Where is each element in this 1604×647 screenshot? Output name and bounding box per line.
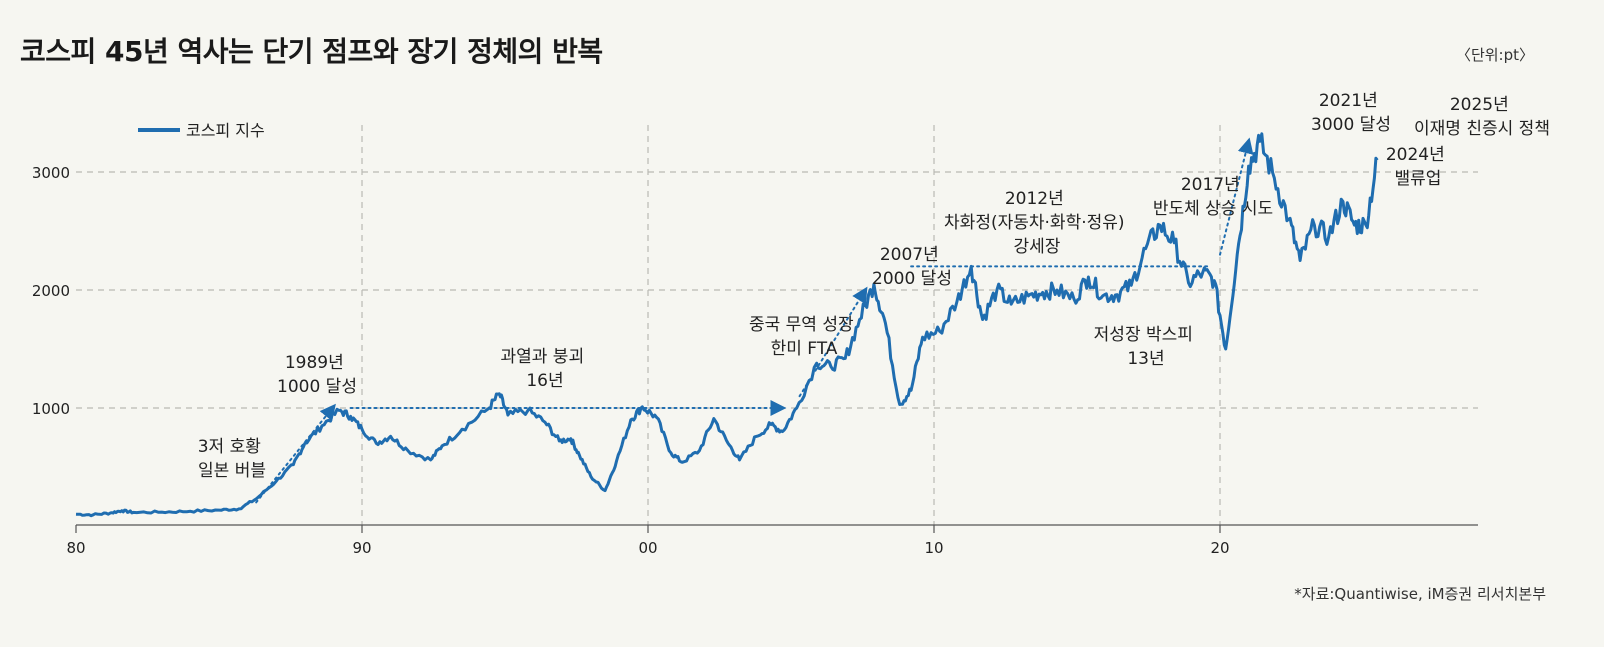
chart-title: 코스피 45년 역사는 단기 점프와 장기 정체의 반복 [20,35,603,68]
unit-label: 〈단위:pt〉 [1455,46,1534,64]
annotation-boom-bust: 과열과 붕괴 16년 [500,347,589,391]
annotation-2012: 2012년 차화정(자동차·화학·정유) 강세장 [944,189,1130,257]
annotation-2025-line2: 이재명 친증시 정책 [1414,119,1550,139]
kospi-series-line [75,132,1379,518]
guide-line-5 [1219,137,1254,256]
annotation-2017-line2: 반도체 상승 시도 [1153,199,1273,219]
annotation-2007-line2: 2000 달성 [872,269,952,289]
annotation-china-fta-line2: 한미 FTA [771,339,838,359]
annotation-boxpi-line1: 저성장 박스피 [1094,325,1193,345]
annotation-2024-line1: 2024년 [1386,145,1445,165]
annotation-china-fta: 중국 무역 성장 한미 FTA [749,315,859,359]
x-tick-label-10: 10 [924,539,943,557]
annotation-2024: 2024년 밸류업 [1386,145,1450,189]
legend: 코스피 지수 [138,121,265,140]
x-tick-label-20: 20 [1210,539,1229,557]
y-tick-label-3000: 3000 [32,164,70,182]
annotation-boxpi-line2: 13년 [1127,349,1164,369]
annotation-3low: 3저 호황 일본 버블 [198,437,267,481]
annotation-2017-line1: 2017년 [1181,175,1240,195]
annotation-china-fta-line1: 중국 무역 성장 [749,315,854,335]
y-tick-label-2000: 2000 [32,282,70,300]
annotation-3low-line1: 3저 호황 [198,437,261,457]
y-tick-label-1000: 1000 [32,400,70,418]
annotation-boxpi: 저성장 박스피 13년 [1094,325,1199,369]
legend-label: 코스피 지수 [186,121,265,140]
annotation-2012-line2: 차화정(자동차·화학·정유) [944,213,1124,233]
annotation-1989-line2: 1000 달성 [277,377,357,397]
annotation-2021: 2021년 3000 달성 [1311,91,1391,135]
annotation-2025: 2025년 이재명 친증시 정책 [1414,95,1550,139]
annotation-boom-bust-line1: 과열과 붕괴 [500,347,584,367]
annotation-2021-line1: 2021년 [1319,91,1378,111]
annotation-2025-line1: 2025년 [1450,95,1509,115]
annotation-1989-line1: 1989년 [285,353,344,373]
x-tick-label-90: 90 [352,539,371,557]
x-tick-label-00: 00 [638,539,657,557]
annotation-2021-line2: 3000 달성 [1311,115,1391,135]
x-tick-label-80: 80 [66,539,85,557]
annotation-boom-bust-line2: 16년 [526,371,563,391]
annotation-2012-line3: 강세장 [1014,237,1061,257]
annotation-2017: 2017년 반도체 상승 시도 [1153,175,1273,219]
annotation-1989: 1989년 1000 달성 [277,353,357,397]
annotation-2012-line1: 2012년 [1005,189,1064,209]
annotation-2007: 2007년 2000 달성 [872,245,952,289]
source-note: *자료:Quantiwise, iM증권 리서치본부 [1294,585,1546,603]
annotation-2024-line2: 밸류업 [1395,169,1442,189]
annotation-2007-line1: 2007년 [880,245,939,265]
annotation-3low-line2: 일본 버블 [198,461,266,481]
